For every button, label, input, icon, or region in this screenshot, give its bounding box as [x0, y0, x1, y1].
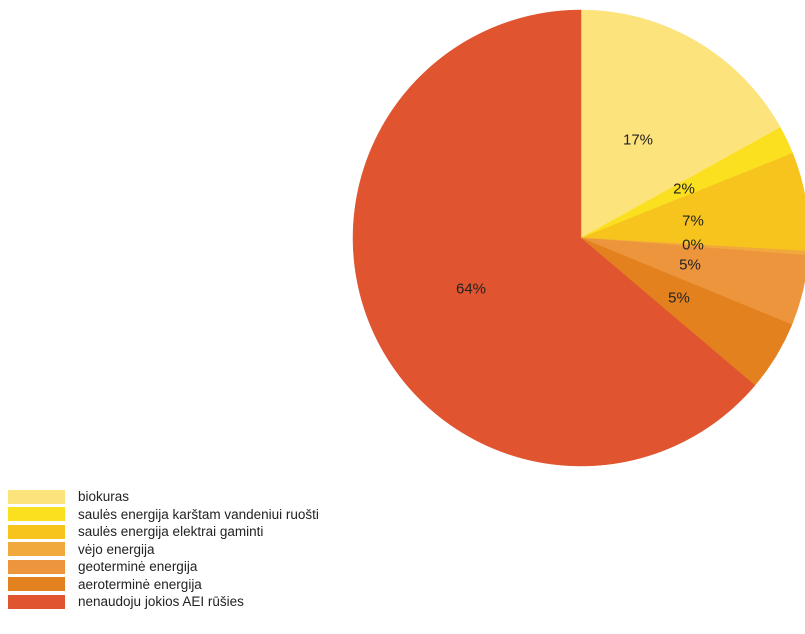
legend-item: nenaudoju jokios AEI rūšies	[8, 593, 319, 611]
slice-label-5: 5%	[668, 290, 690, 307]
legend-label: aeroterminė energija	[78, 576, 202, 592]
legend-swatch	[8, 542, 65, 557]
legend-swatch	[8, 524, 65, 539]
slice-label-6: 64%	[456, 281, 486, 298]
legend-swatch	[8, 594, 65, 609]
legend-label: saulės energija elektrai gaminti	[78, 524, 264, 540]
legend-swatch	[8, 489, 65, 504]
pie-slice-6	[352, 9, 756, 467]
legend-swatch	[8, 559, 65, 574]
legend-item: geoterminė energija	[8, 558, 319, 576]
legend-item: saulės energija elektrai gaminti	[8, 523, 319, 541]
legend-item: biokuras	[8, 488, 319, 506]
legend-swatch	[8, 577, 65, 592]
slice-label-1: 2%	[673, 181, 695, 198]
legend-label: nenaudoju jokios AEI rūšies	[78, 594, 244, 610]
legend: biokuras saulės energija karštam vandeniu…	[8, 488, 319, 611]
slice-label-2: 7%	[682, 213, 704, 230]
slice-label-4: 5%	[679, 257, 701, 274]
slice-label-3: 0%	[682, 237, 704, 254]
legend-label: geoterminė energija	[78, 559, 198, 575]
slice-label-0: 17%	[623, 132, 653, 149]
legend-swatch	[8, 507, 65, 522]
legend-label: vėjo energija	[78, 541, 155, 557]
pie-slice-2	[580, 152, 805, 252]
legend-label: biokuras	[78, 489, 130, 505]
legend-item: vėjo energija	[8, 541, 319, 559]
legend-item: saulės energija karštam vandeniui ruošti	[8, 506, 319, 524]
pie-slices	[352, 9, 805, 467]
pie-labels: 17% 2% 7% 0% 5% 5% 64%	[456, 132, 704, 307]
pie-slice-0	[580, 9, 781, 239]
legend-item: aeroterminė energija	[8, 576, 319, 594]
legend-label: saulės energija karštam vandeniui ruošti	[78, 506, 319, 522]
